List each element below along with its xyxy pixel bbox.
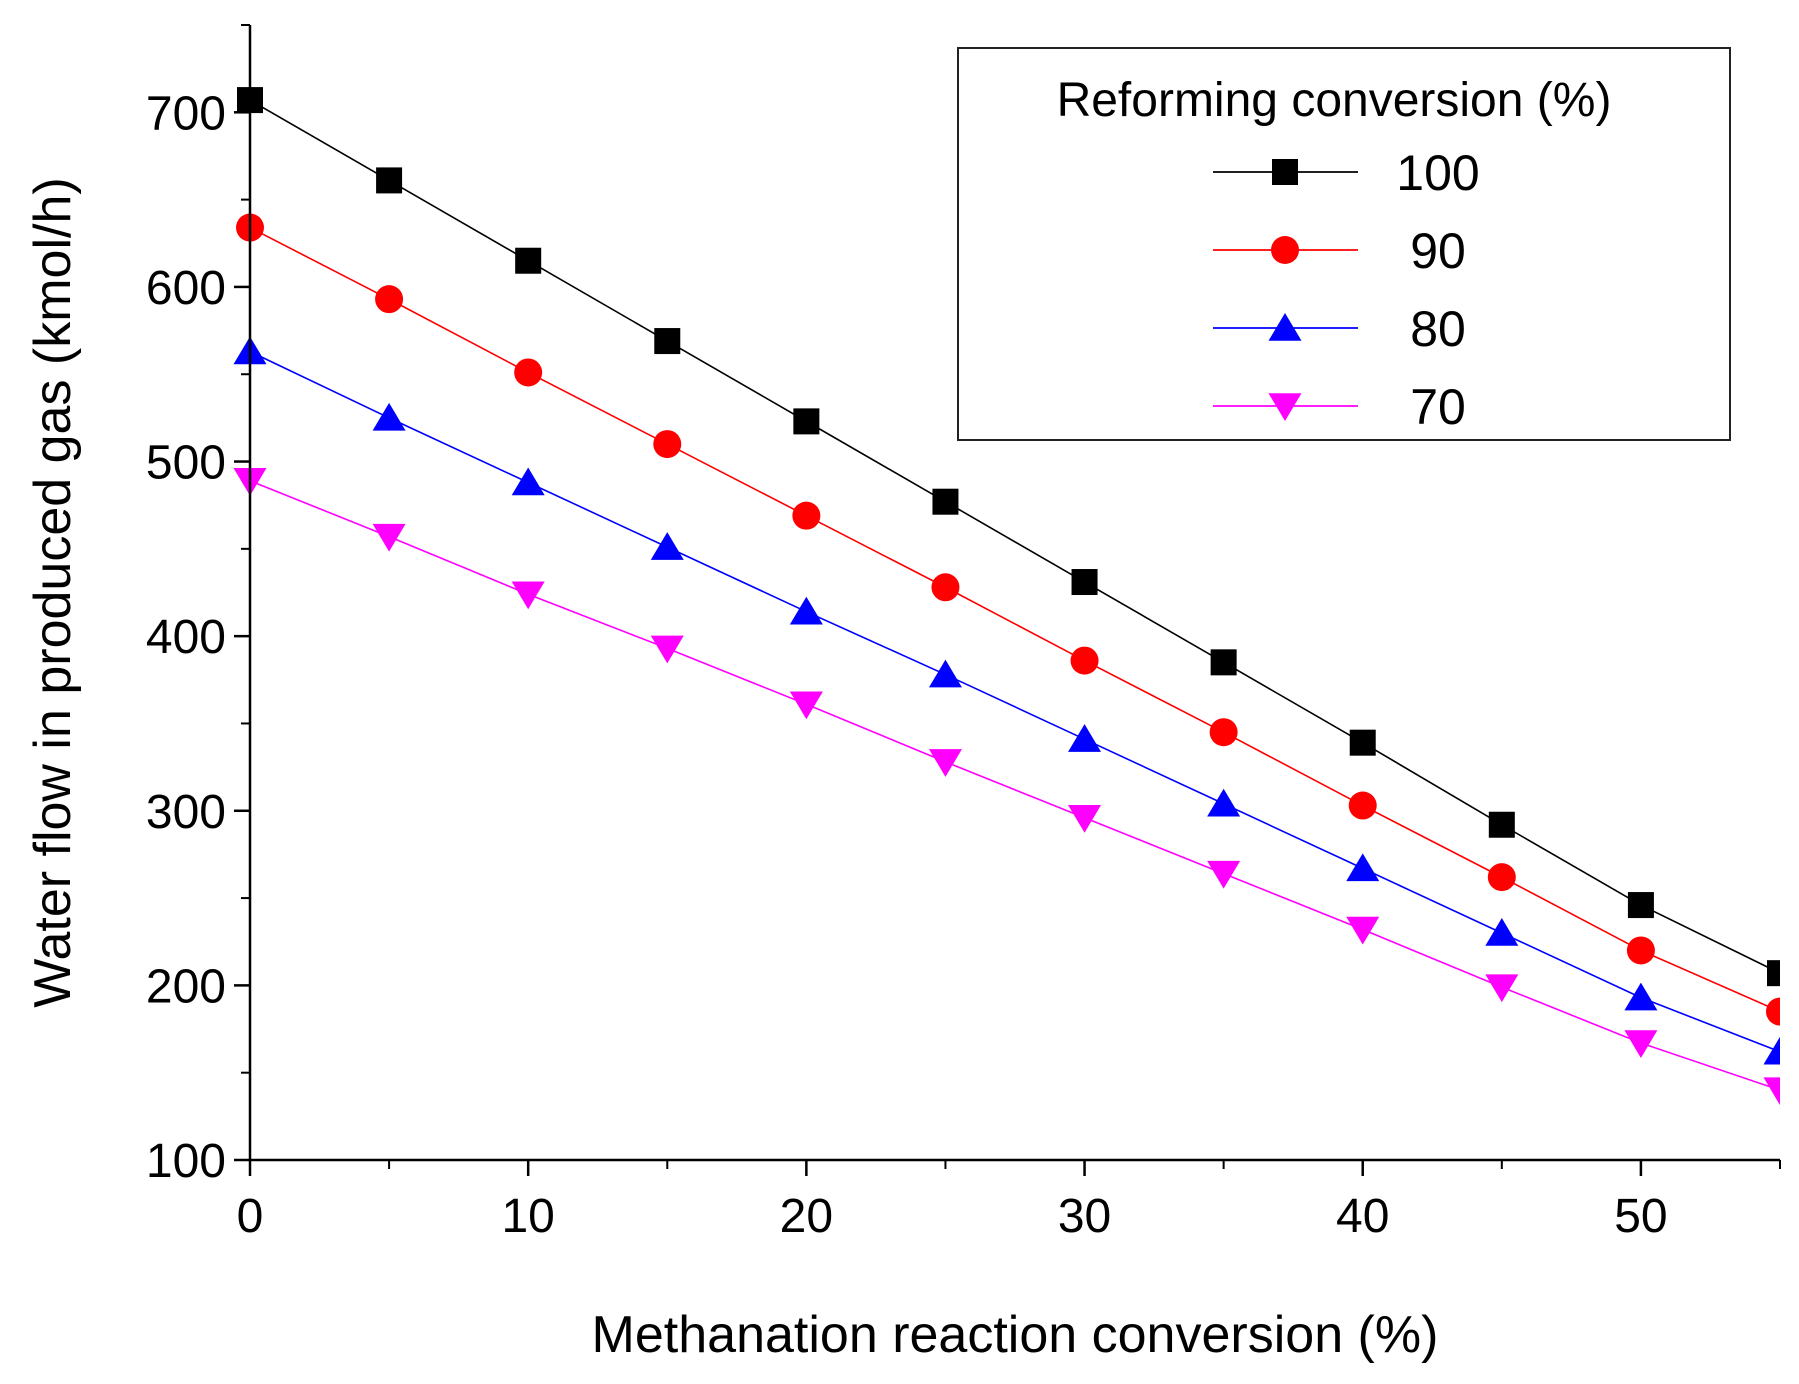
data-point-70 (650, 635, 684, 664)
x-tick-label: 50 (1614, 1190, 1667, 1243)
data-point-80 (650, 532, 684, 560)
legend-marker-90 (1271, 236, 1299, 264)
legend-entry-80: 80 (1213, 301, 1466, 357)
series-line-100 (249, 99, 1780, 974)
legend-marker-70 (1268, 393, 1302, 421)
data-point-80 (1068, 724, 1102, 752)
series-70 (233, 467, 1780, 1106)
x-tick-label: 40 (1336, 1190, 1389, 1243)
y-tick-label: 700 (146, 87, 226, 140)
x-tick-label: 10 (501, 1190, 554, 1243)
legend-marker-100 (1272, 159, 1298, 185)
legend: Reforming conversion (%) 100 90 80 70 (957, 47, 1731, 441)
data-point-80 (789, 596, 823, 625)
series-80 (233, 336, 1780, 1065)
legend-box (957, 47, 1731, 441)
series-line-80 (249, 350, 1780, 1053)
legend-label-70: 70 (1410, 379, 1466, 435)
x-tick-label: 30 (1058, 1190, 1111, 1243)
data-point-90 (1348, 791, 1377, 820)
data-point-80 (372, 402, 406, 431)
y-tick-label: 600 (146, 262, 226, 315)
data-point-100 (932, 488, 959, 515)
data-point-80 (1763, 1036, 1780, 1065)
data-point-100 (376, 167, 403, 194)
data-point-100 (654, 328, 681, 355)
data-point-80 (1346, 853, 1380, 882)
data-point-70 (1763, 1077, 1780, 1106)
legend-label-80: 80 (1410, 301, 1466, 357)
y-tick-label: 200 (146, 960, 226, 1013)
series-90 (236, 213, 1780, 1026)
legend-marker-80 (1268, 313, 1302, 341)
y-tick-label: 500 (146, 437, 226, 490)
data-point-100 (1627, 892, 1654, 919)
data-point-70 (1207, 860, 1241, 889)
series-layer (233, 87, 1780, 1106)
data-point-90 (1766, 997, 1780, 1026)
x-tick-label: 0 (237, 1190, 264, 1243)
data-point-80 (1624, 982, 1658, 1011)
data-point-100 (793, 408, 820, 435)
data-point-90 (792, 501, 821, 530)
y-axis-title: Water flow in produced gas (kmol/h) (24, 177, 82, 1007)
data-point-90 (1626, 936, 1655, 965)
data-point-100 (1210, 649, 1237, 676)
ticks-layer: 100 200 300 400 500 600 700 0 10 20 30 40 50 (146, 24, 1781, 1243)
data-point-100 (1767, 960, 1780, 987)
x-tick-label: 20 (780, 1190, 833, 1243)
legend-label-90: 90 (1410, 223, 1466, 279)
legend-title: Reforming conversion (%) (1057, 74, 1612, 127)
data-point-100 (515, 247, 542, 274)
data-point-90 (931, 573, 960, 602)
y-tick-label: 400 (146, 611, 226, 664)
data-point-70 (1624, 1030, 1658, 1059)
legend-label-100: 100 (1396, 145, 1479, 201)
series-100 (237, 87, 1780, 987)
data-point-80 (928, 659, 962, 688)
data-point-70 (372, 523, 406, 552)
data-point-90 (514, 358, 543, 387)
data-point-70 (1068, 805, 1102, 833)
y-tick-label: 100 (146, 1135, 226, 1188)
x-axis-title: Methanation reaction conversion (%) (592, 1306, 1439, 1364)
legend-entry-70: 70 (1213, 379, 1466, 435)
data-point-90 (375, 285, 404, 314)
y-tick-label: 300 (146, 786, 226, 839)
legend-entry-100: 100 (1213, 145, 1480, 201)
series-line-70 (249, 480, 1780, 1091)
data-point-70 (1346, 916, 1380, 945)
data-point-90 (1209, 718, 1238, 747)
data-point-90 (653, 430, 682, 459)
data-point-100 (1349, 729, 1376, 756)
series-line-90 (249, 226, 1780, 1013)
data-point-70 (511, 581, 545, 610)
legend-entries: 100 90 80 70 (1213, 145, 1480, 435)
data-point-70 (928, 749, 962, 777)
data-point-90 (1070, 646, 1099, 675)
data-point-80 (1207, 788, 1241, 817)
data-point-100 (1488, 811, 1515, 838)
data-point-70 (1485, 974, 1519, 1003)
legend-entry-90: 90 (1213, 223, 1466, 279)
data-point-90 (1487, 863, 1516, 892)
data-point-70 (789, 691, 823, 720)
data-point-100 (1071, 569, 1098, 596)
data-point-80 (1485, 918, 1519, 946)
data-point-80 (511, 467, 545, 496)
axes-layer (248, 25, 1780, 1162)
